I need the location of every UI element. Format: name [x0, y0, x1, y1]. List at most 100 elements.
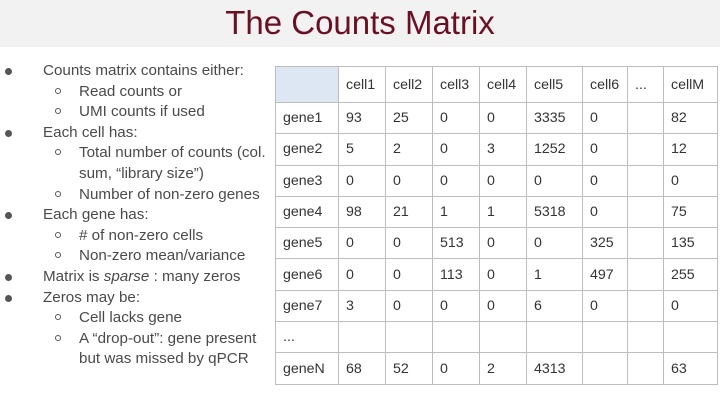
bullet-circle-icon [55, 87, 61, 94]
table-cell: 75 [663, 195, 718, 229]
table-cell [663, 321, 718, 354]
table-cell: 0 [479, 227, 527, 260]
table-cell: 0 [432, 352, 480, 385]
table-cell [627, 321, 664, 354]
counts-matrix-table: cell1 cell2 cell3 cell4 cell5 cell6... cellM ge… [275, 66, 718, 385]
bullet-dot-icon [5, 129, 12, 137]
table-cell: 0 [432, 289, 480, 323]
bullet-dot-icon [5, 68, 12, 75]
table-cell [627, 164, 664, 197]
bullet-item: Each cell has: [0, 123, 275, 144]
table-cell: 1 [526, 258, 583, 291]
column-header: cell2 [385, 66, 433, 103]
row-header: ... [275, 321, 339, 354]
row-header: gene2 [275, 133, 339, 166]
column-header: ... [627, 66, 664, 103]
column-header: cell1 [338, 66, 386, 103]
bullet-circle-icon [55, 252, 61, 259]
column-header: cell3 [432, 66, 480, 103]
table-cell: 0 [385, 227, 433, 260]
table-cell: 25 [385, 101, 433, 135]
table-cell: 0 [526, 164, 583, 197]
table-cell: 98 [338, 195, 386, 229]
row-header: gene4 [275, 195, 339, 229]
table-row: ... [275, 321, 718, 354]
bullet-circle-icon [55, 108, 61, 115]
bullet-text: # of non-zero cells [79, 226, 204, 244]
bullet-item: # of non-zero cells [0, 226, 275, 247]
table-cell: 5 [338, 133, 386, 166]
table-cell: 12 [663, 133, 718, 166]
table-row: gene5 0 0 513 0 0 325 135 [275, 227, 718, 260]
table-cell: 255 [663, 258, 718, 291]
column-header: cellM [663, 66, 718, 103]
table-cell: 82 [663, 101, 718, 135]
table-cell: 0 [479, 164, 527, 197]
table-cell [627, 195, 664, 229]
table-cell [627, 133, 664, 166]
bullet-text: UMI counts if used [79, 103, 205, 121]
table-cell: 513 [432, 227, 480, 260]
table-cell: 0 [432, 133, 480, 166]
table-cell: 0 [385, 164, 433, 197]
row-header: gene6 [275, 258, 339, 291]
table-cell [432, 321, 480, 354]
table-cell: 0 [582, 195, 628, 229]
table-cell: 2 [479, 352, 527, 385]
table-row: gene1 93 25 0 0 3335 0 82 [275, 101, 718, 135]
bullet-circle-icon [55, 190, 61, 197]
table-cell: 1252 [526, 133, 583, 166]
slide-title: The Counts Matrix [225, 4, 495, 41]
table-cell [526, 321, 583, 354]
bullet-text: Total number of counts (col. [79, 144, 266, 162]
table-cell [338, 321, 386, 354]
bullet-circle-icon [55, 149, 61, 156]
table-cell: 0 [479, 101, 527, 135]
column-header: cell4 [479, 66, 527, 103]
table-cell [582, 352, 628, 385]
bullet-item: Number of non-zero genes [0, 185, 275, 206]
table-cell: 0 [432, 164, 480, 197]
table-cell: 4313 [526, 352, 583, 385]
title-band [0, 0, 720, 47]
table-cell: 3 [479, 133, 527, 166]
table-cell: 0 [385, 258, 433, 291]
bullet-item: Non-zero mean/variance [0, 246, 275, 267]
table-cell: 1 [432, 195, 480, 229]
table-row: gene6 0 0 113 0 1 497 255 [275, 258, 718, 291]
bullet-text: Counts matrix contains either: [43, 62, 244, 79]
table-row: gene4 98 21 1 1 5318 0 75 [275, 195, 718, 229]
table-cell [582, 321, 628, 354]
column-header: cell5 [526, 66, 583, 103]
table-cell: 63 [663, 352, 718, 385]
bullet-text: Zeros may be: [43, 288, 141, 306]
bullet-text: but was missed by qPCR [79, 350, 249, 368]
table-cell: 21 [385, 195, 433, 229]
bullet-item: but was missed by qPCR [0, 349, 275, 370]
bullet-text: Non-zero mean/variance [79, 247, 246, 265]
bullet-list: Counts matrix contains either: Read count… [0, 61, 275, 370]
table-cell [627, 227, 664, 260]
bullet-item: A “drop-out”: gene present [0, 329, 275, 350]
table-row: gene7 3 0 0 0 6 0 0 [275, 289, 718, 323]
row-header: gene1 [275, 101, 339, 135]
corner-cell [275, 66, 339, 103]
bullet-text: Each cell has: [43, 123, 138, 141]
table-row: gene2 5 2 0 3 1252 0 12 [275, 133, 718, 166]
bullet-item: UMI counts if used [0, 102, 275, 123]
table-cell: 0 [338, 258, 386, 291]
bullet-dot-icon [5, 273, 12, 281]
bullet-dot-icon [5, 294, 12, 302]
row-header: gene3 [275, 164, 339, 197]
bullet-item: sum, “library size”) [0, 164, 275, 185]
row-header: gene5 [275, 227, 339, 260]
table-cell: 6 [526, 289, 583, 323]
table-row: geneN 68 52 0 2 4313 63 [275, 352, 718, 385]
bullet-item: Each gene has: [0, 205, 275, 226]
bullet-circle-icon [55, 334, 61, 341]
table-cell: 0 [526, 227, 583, 260]
bullet-item: Zeros may be: [0, 288, 275, 309]
bullet-text: Read counts or [79, 82, 182, 100]
table-cell: 325 [582, 227, 628, 260]
table-cell [627, 289, 664, 323]
